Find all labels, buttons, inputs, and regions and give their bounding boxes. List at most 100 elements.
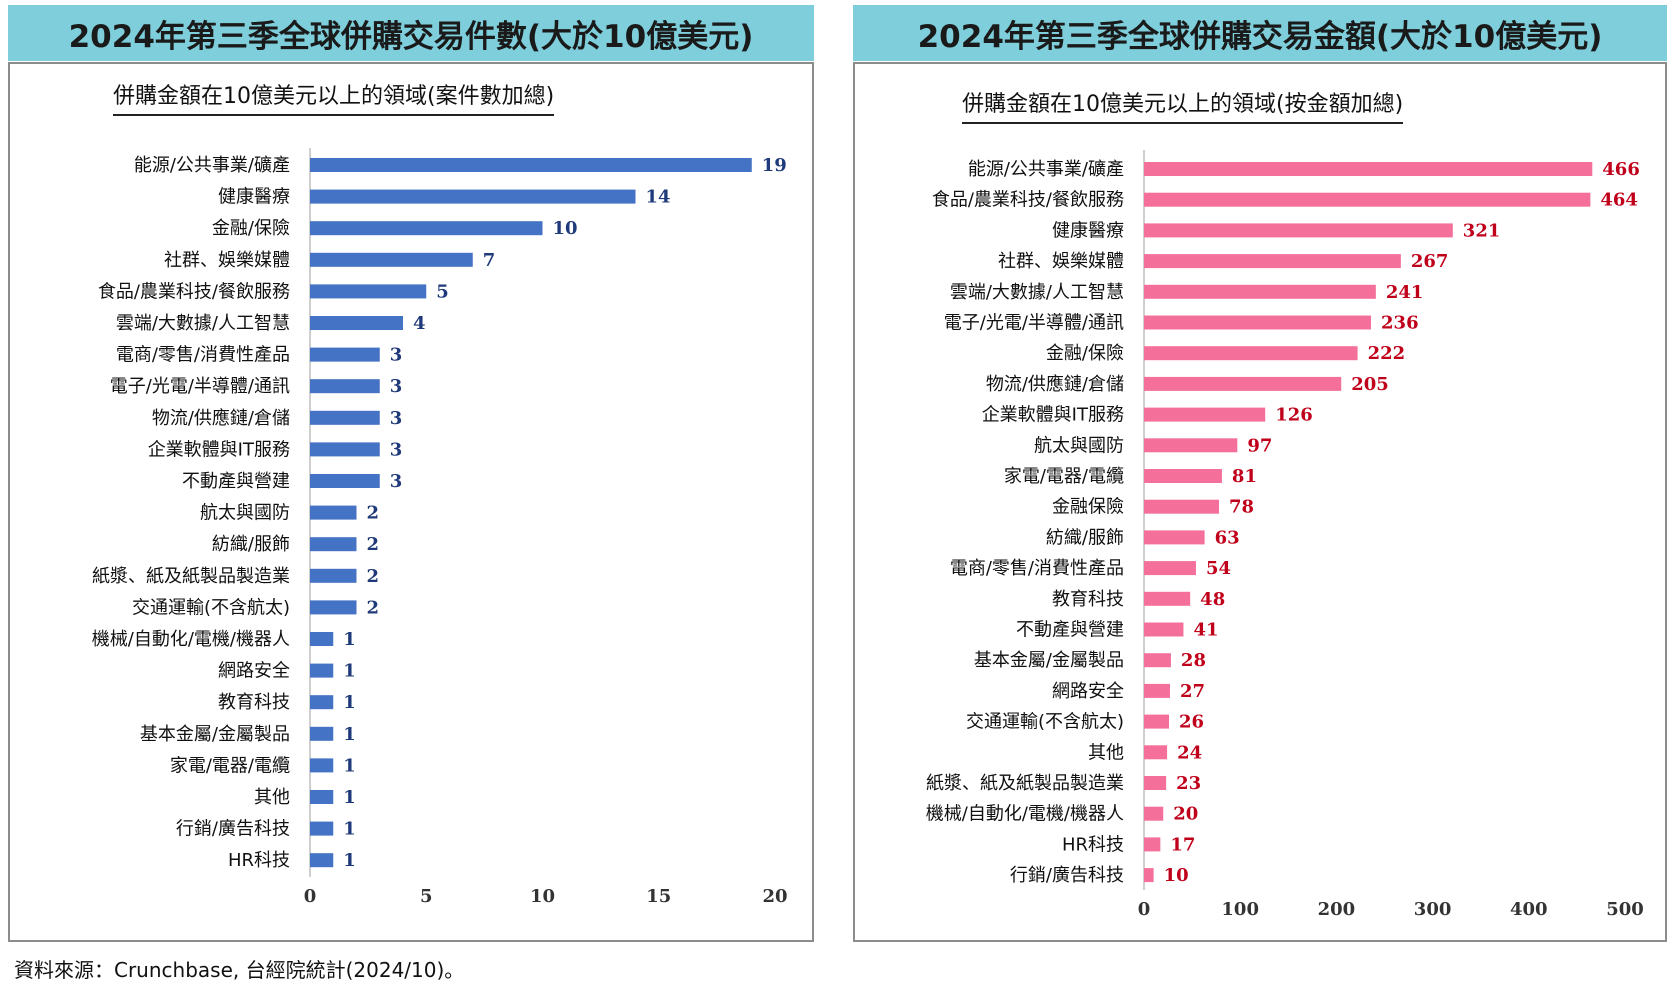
right-category-label: 健康醫療 bbox=[1052, 220, 1124, 241]
right-category-label: 雲端/大數據/人工智慧 bbox=[950, 282, 1124, 303]
right-category-label: 基本金屬/金屬製品 bbox=[974, 650, 1124, 671]
right-category-label: 行銷/廣告科技 bbox=[1010, 865, 1124, 886]
left-category-label: 物流/供應鏈/倉儲 bbox=[152, 407, 290, 429]
right-data-label: 20 bbox=[1173, 804, 1198, 825]
left-bar bbox=[310, 695, 334, 710]
right-bar bbox=[1144, 622, 1184, 637]
left-category-label: 教育科技 bbox=[218, 692, 290, 713]
right-category-label: 教育科技 bbox=[1052, 589, 1124, 610]
right-category-label: 紙漿、紙及紙製品製造業 bbox=[926, 773, 1124, 794]
right-category-label: 不動產與營建 bbox=[1016, 620, 1124, 641]
left-data-label: 19 bbox=[762, 155, 787, 176]
right-data-label: 27 bbox=[1180, 681, 1205, 702]
left-category-label: 其他 bbox=[254, 787, 290, 808]
right-data-label: 241 bbox=[1386, 282, 1424, 303]
right-bar bbox=[1144, 223, 1453, 238]
right-data-label: 126 bbox=[1275, 405, 1313, 426]
left-category-label: 電商/零售/消費性產品 bbox=[116, 345, 290, 366]
left-category-label: 機械/自動化/電機/機器人 bbox=[92, 629, 290, 650]
right-data-label: 464 bbox=[1600, 190, 1638, 211]
right-data-label: 17 bbox=[1170, 834, 1195, 855]
right-category-label: 機械/自動化/電機/機器人 bbox=[926, 804, 1124, 825]
left-x-tick-label: 5 bbox=[420, 886, 433, 907]
right-data-label: 23 bbox=[1176, 773, 1201, 794]
left-data-label: 2 bbox=[367, 534, 380, 555]
right-category-label: 金融保險 bbox=[1052, 497, 1124, 518]
right-x-tick-label: 0 bbox=[1138, 899, 1151, 920]
right-chart-subtitle: 併購金額在10億美元以上的領域(按金額加總) bbox=[962, 86, 1404, 124]
right-bar bbox=[1144, 683, 1170, 698]
right-bar bbox=[1144, 591, 1191, 606]
left-bar bbox=[310, 252, 473, 267]
left-bar bbox=[310, 758, 334, 773]
right-x-tick-label: 500 bbox=[1606, 899, 1644, 920]
left-category-label: 網路安全 bbox=[218, 661, 290, 682]
right-category-label: 物流/供應鏈/倉儲 bbox=[986, 373, 1124, 395]
right-data-label: 26 bbox=[1179, 712, 1204, 733]
left-bar bbox=[310, 221, 543, 236]
right-bar bbox=[1144, 653, 1171, 668]
right-category-label: 紡織/服飾 bbox=[1046, 527, 1124, 548]
left-chart-header: 2024年第三季全球併購交易件數(大於10億美元) bbox=[8, 5, 814, 61]
source-note: 資料來源：Crunchbase, 台經院統計(2024/10)。 bbox=[14, 958, 465, 982]
left-data-label: 2 bbox=[367, 503, 380, 524]
right-bar bbox=[1144, 192, 1591, 207]
left-data-label: 1 bbox=[343, 692, 356, 713]
right-bar-chart: 能源/公共事業/礦產 466 食品/農業科技/餐飲服務 464 健康醫療 321 社群、娛樂… bbox=[926, 150, 1644, 920]
left-category-label: 健康醫療 bbox=[218, 187, 290, 208]
right-chart-panel: 併購金額在10億美元以上的領域(按金額加總) 能源/公共事業/礦產 466 食品/農… bbox=[853, 62, 1667, 942]
right-bar bbox=[1144, 162, 1593, 176]
right-x-tick-label: 200 bbox=[1318, 899, 1356, 920]
left-data-label: 1 bbox=[343, 850, 356, 871]
left-data-label: 3 bbox=[390, 345, 403, 366]
left-data-label: 4 bbox=[413, 313, 426, 334]
left-bar bbox=[310, 505, 357, 520]
left-data-label: 1 bbox=[343, 819, 356, 840]
right-category-label: 企業軟體與IT服務 bbox=[982, 405, 1124, 426]
left-category-label: 行銷/廣告科技 bbox=[176, 819, 290, 840]
left-x-tick-label: 20 bbox=[762, 886, 787, 907]
left-bar bbox=[310, 474, 380, 488]
left-data-label: 1 bbox=[343, 661, 356, 682]
left-category-label: 食品/農業科技/餐飲服務 bbox=[98, 281, 290, 302]
right-bar bbox=[1144, 530, 1205, 545]
right-data-label: 10 bbox=[1164, 865, 1189, 886]
left-bar bbox=[310, 537, 357, 552]
left-data-label: 1 bbox=[343, 787, 356, 808]
left-data-label: 1 bbox=[343, 724, 356, 745]
left-bar bbox=[310, 600, 357, 615]
right-category-label: 電商/零售/消費性產品 bbox=[950, 558, 1124, 579]
left-category-label: 航太與國防 bbox=[200, 503, 290, 524]
right-data-label: 466 bbox=[1602, 159, 1640, 180]
right-data-label: 321 bbox=[1463, 220, 1501, 241]
right-bar bbox=[1144, 469, 1222, 483]
left-data-label: 1 bbox=[343, 755, 356, 776]
left-category-label: 基本金屬/金屬製品 bbox=[140, 724, 290, 745]
right-bar bbox=[1144, 806, 1164, 821]
left-category-label: 家電/電器/電纜 bbox=[170, 755, 290, 776]
right-data-label: 54 bbox=[1206, 558, 1231, 579]
right-category-label: 家電/電器/電纜 bbox=[1004, 466, 1124, 487]
right-data-label: 267 bbox=[1411, 251, 1449, 272]
right-category-label: 航太與國防 bbox=[1034, 435, 1124, 456]
left-data-label: 3 bbox=[390, 439, 403, 460]
left-category-label: 電子/光電/半導體/通訊 bbox=[110, 376, 290, 397]
left-data-label: 7 bbox=[483, 250, 496, 271]
right-bar bbox=[1144, 714, 1170, 729]
left-data-label: 3 bbox=[390, 408, 403, 429]
right-category-label: 金融/保險 bbox=[1046, 343, 1124, 364]
right-category-label: 交通運輸(不含航太) bbox=[966, 712, 1124, 733]
left-x-tick-label: 15 bbox=[646, 886, 671, 907]
left-category-label: 紙漿、紙及紙製品製造業 bbox=[92, 566, 290, 587]
right-data-label: 24 bbox=[1177, 742, 1202, 763]
left-bar bbox=[310, 158, 752, 172]
left-bar bbox=[310, 347, 380, 362]
left-category-label: 交通運輸(不含航太) bbox=[132, 597, 290, 618]
right-category-label: 網路安全 bbox=[1052, 681, 1124, 702]
right-x-tick-label: 100 bbox=[1221, 899, 1259, 920]
left-category-label: 紡織/服飾 bbox=[212, 534, 290, 555]
left-bar bbox=[310, 284, 427, 299]
left-bar bbox=[310, 379, 380, 394]
right-bar bbox=[1144, 837, 1161, 852]
